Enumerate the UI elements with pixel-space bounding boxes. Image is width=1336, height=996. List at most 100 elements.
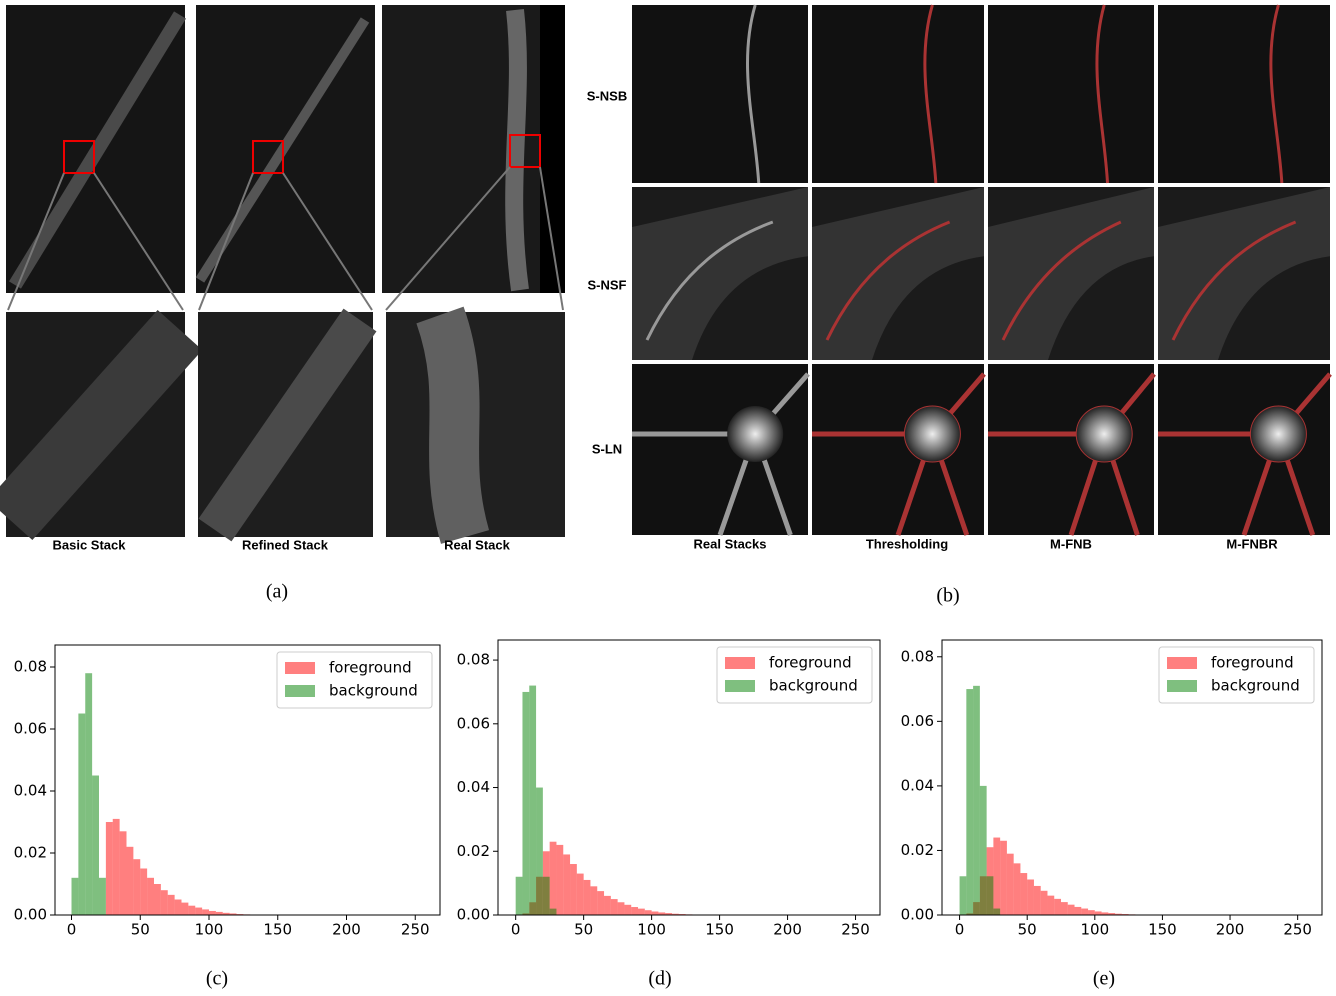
image-label: Basic Stack (53, 537, 127, 552)
histogram-bar (154, 884, 161, 915)
legend-box (276, 651, 433, 709)
image-structure (416, 306, 490, 544)
histogram-bar (672, 913, 679, 915)
image-structure (1269, 4, 1284, 184)
legend-swatch (1167, 680, 1197, 692)
column-label: Thresholding (866, 536, 948, 551)
histogram-bar (993, 908, 1001, 915)
histogram-bar (515, 876, 523, 915)
histogram-bar (1013, 863, 1021, 915)
image-structure (923, 4, 938, 184)
histogram-bar (1094, 911, 1102, 915)
row-label: S-LN (592, 441, 622, 456)
y-tick-label: 0.00 (901, 906, 934, 924)
y-tick-label: 0.02 (457, 842, 490, 860)
x-tick-label: 250 (1283, 921, 1312, 939)
axes-frame (941, 639, 1323, 916)
histogram-bar (986, 876, 994, 915)
x-tick-label: 0 (511, 921, 521, 939)
image-structure (645, 220, 774, 341)
axes-frame (54, 644, 441, 916)
y-tick-label: 0.06 (457, 714, 490, 732)
histogram-bar (536, 787, 543, 915)
histogram-chart: 0 50 100 150 200 250 0.00 0.02 0.04 0.06 0.08 foreg… (14, 644, 441, 990)
caption: (d) (648, 968, 671, 990)
image (632, 5, 808, 183)
x-tick-label: 100 (195, 921, 224, 939)
histogram-bar (181, 902, 189, 915)
histogram-bar (167, 894, 175, 915)
histogram-bar (92, 775, 99, 915)
histogram-bar (597, 891, 605, 915)
histogram-bar (1020, 873, 1028, 915)
legend-swatch (1167, 657, 1197, 669)
x-tick-label: 100 (637, 921, 666, 939)
legend-label: background (329, 682, 418, 700)
column-label: M-FNB (1050, 536, 1092, 551)
histogram-bar (71, 877, 79, 915)
legend-label: foreground (329, 659, 412, 677)
histogram-bar (1054, 898, 1062, 915)
image-structure (0, 309, 203, 541)
image-structure (198, 308, 377, 542)
y-tick-label: 0.04 (901, 776, 934, 794)
zoom-lines (7, 166, 564, 311)
histogram-bar (85, 673, 93, 915)
image-structure (505, 9, 529, 292)
x-tick-label: 150 (705, 921, 734, 939)
histogram-bar (563, 854, 571, 915)
y-tick-label: 0.06 (14, 720, 47, 738)
histogram-bar (99, 877, 106, 915)
y-tick-label: 0.08 (457, 651, 490, 669)
histogram-bar (140, 868, 148, 915)
histogram-bar (556, 844, 564, 915)
legend-box (716, 646, 873, 704)
histogram-bar (570, 864, 577, 915)
y-tick-label: 0.06 (901, 712, 934, 730)
histogram-bar (1088, 910, 1095, 915)
histogram-bar (126, 846, 134, 915)
histogram-bar (229, 913, 237, 915)
histogram-bar (651, 911, 659, 915)
histogram-bar (665, 913, 673, 915)
x-tick-label: 200 (773, 921, 802, 939)
image (988, 5, 1154, 183)
legend-label: background (769, 677, 858, 695)
image-structure (1001, 220, 1122, 341)
histogram-bar (993, 837, 1001, 915)
y-tick-label: 0.04 (14, 782, 47, 800)
histogram-bar (529, 685, 537, 915)
histogram-bar (1101, 912, 1109, 915)
image-structure (1095, 4, 1110, 184)
histogram-bar (549, 841, 557, 915)
histogram-bar (105, 822, 113, 915)
image-structure (903, 405, 961, 463)
image-region (988, 187, 1154, 360)
legend-swatch (725, 680, 755, 692)
histogram-bar (542, 876, 550, 915)
histogram-bar (631, 907, 639, 915)
histogram-bar (638, 908, 645, 915)
image (1158, 5, 1330, 183)
zoom-box (252, 140, 284, 174)
histogram-bar (215, 911, 223, 915)
histogram-bar (959, 876, 967, 915)
caption: (e) (1093, 968, 1115, 990)
x-tick-label: 200 (332, 921, 361, 939)
histogram-bar (188, 905, 196, 915)
histograms: 0 50 100 150 200 250 0.00 0.02 0.04 0.06 0.08 foreg… (14, 639, 1323, 990)
y-tick-label: 0.04 (457, 778, 490, 796)
x-tick-label: 250 (401, 921, 430, 939)
row-label: S-NSB (587, 88, 627, 103)
histogram-bar (624, 904, 632, 915)
histogram-bar (549, 908, 557, 915)
y-tick-label: 0.02 (14, 844, 47, 862)
x-tick-label: 0 (955, 921, 965, 939)
histogram-bar (1081, 908, 1089, 915)
x-tick-label: 50 (131, 921, 150, 939)
legend-label: background (1211, 677, 1300, 695)
histogram-bar (160, 890, 168, 915)
column-label: M-FNBR (1226, 536, 1278, 551)
x-tick-label: 0 (67, 921, 77, 939)
